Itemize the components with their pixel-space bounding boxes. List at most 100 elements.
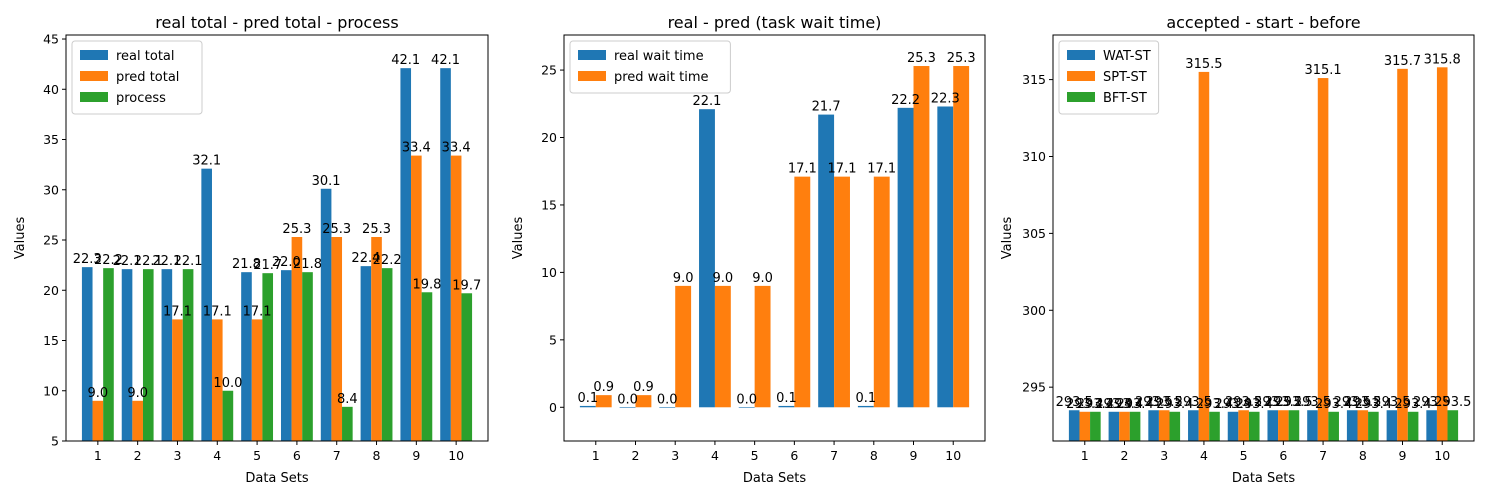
bar [320, 188, 332, 441]
x-tick-label: 5 [751, 448, 759, 463]
data-label: 293.5 [1265, 395, 1302, 410]
bar [1108, 411, 1120, 441]
x-tick-label: 2 [632, 448, 640, 463]
bar [1426, 410, 1437, 441]
bar [411, 155, 422, 441]
y-tick-label: 20 [541, 130, 557, 145]
bar [1238, 410, 1249, 441]
x-tick-label: 6 [293, 448, 301, 463]
y-tick-label: 15 [43, 333, 59, 348]
data-label: 8.4 [337, 392, 358, 407]
y-axis-label: Values [1000, 217, 1015, 260]
y-tick-label: 20 [43, 283, 59, 298]
bar [1158, 410, 1170, 441]
legend-swatch [80, 71, 108, 81]
data-label: 25.3 [907, 51, 936, 66]
x-tick-label: 10 [945, 448, 961, 463]
bar [953, 66, 970, 408]
data-label: 315.1 [1304, 63, 1341, 78]
data-label: 293.5 [1275, 395, 1312, 410]
data-label: 293.5 [1373, 395, 1410, 410]
bar [1148, 410, 1159, 441]
bar [778, 405, 795, 408]
legend-swatch [1067, 71, 1095, 81]
legend-swatch [578, 50, 606, 60]
legend-label: real wait time [614, 49, 704, 64]
y-tick-label: 25 [541, 63, 557, 78]
data-label: 293.4 [1236, 397, 1273, 412]
data-label: 293.5 [1294, 395, 1331, 410]
bar [754, 285, 771, 408]
data-label: 25.3 [362, 222, 391, 237]
x-tick-label: 5 [253, 448, 261, 463]
bar [92, 400, 104, 441]
bar [121, 269, 133, 441]
data-label: 22.1 [174, 254, 203, 269]
data-label: 17.1 [203, 304, 232, 319]
x-tick-label: 8 [373, 448, 381, 463]
data-label: 0.0 [617, 392, 638, 407]
data-label: 21.8 [293, 257, 322, 272]
data-label: 21.7 [812, 100, 841, 115]
bar [834, 176, 850, 408]
bar [1090, 411, 1101, 441]
data-label: 22.4 [351, 251, 380, 266]
y-tick-label: 40 [43, 82, 59, 97]
x-tick-label: 4 [711, 448, 719, 463]
data-label: 293.4 [1355, 397, 1392, 412]
legend-label: SPT-ST [1103, 70, 1147, 85]
bar [1346, 410, 1358, 441]
data-label: 9.0 [752, 271, 773, 286]
bar [1328, 411, 1339, 441]
data-label: 22.3 [931, 91, 960, 106]
y-tick-label: 45 [43, 32, 59, 47]
data-label: 0.0 [657, 392, 678, 407]
y-tick-label: 10 [541, 265, 557, 280]
bar [818, 114, 835, 408]
y-tick-label: 300 [1022, 303, 1046, 318]
legend-label: process [116, 91, 166, 106]
bar [421, 292, 433, 441]
bar [1267, 410, 1279, 441]
legend-swatch [578, 71, 606, 81]
y-tick-label: 30 [43, 182, 59, 197]
data-label: 0.0 [736, 392, 757, 407]
data-label: 22.1 [693, 94, 722, 109]
x-axis-label: Data Sets [743, 471, 807, 486]
data-label: 30.1 [312, 174, 341, 189]
bar [400, 68, 412, 441]
bar [1386, 410, 1398, 441]
y-tick-label: 305 [1022, 226, 1046, 241]
data-label: 0.1 [577, 391, 598, 406]
y-tick-label: 5 [549, 332, 557, 347]
data-label: 19.7 [452, 278, 481, 293]
data-label: 293.4 [1156, 397, 1193, 412]
plot-frame [65, 34, 489, 442]
data-label: 0.1 [776, 391, 797, 406]
data-label: 25.3 [322, 222, 351, 237]
x-tick-label: 1 [592, 448, 600, 463]
data-label: 293.5 [1334, 395, 1371, 410]
bar [241, 272, 252, 441]
x-tick-label: 8 [870, 448, 878, 463]
bar [1368, 411, 1379, 441]
bar [699, 109, 715, 408]
data-label: 22.1 [134, 254, 163, 269]
bar [280, 270, 292, 441]
bar [81, 267, 93, 441]
bar [1278, 410, 1289, 441]
bar [440, 68, 451, 441]
bar [1288, 410, 1300, 441]
x-tick-label: 6 [1279, 448, 1287, 463]
bar [262, 273, 274, 441]
bar [172, 319, 183, 441]
x-tick-label: 2 [1121, 448, 1129, 463]
bar [1397, 68, 1408, 441]
data-label: 22.1 [113, 254, 142, 269]
bar [1248, 411, 1260, 441]
data-label: 22.2 [94, 253, 123, 268]
bar [1209, 411, 1220, 441]
bar [1198, 71, 1210, 441]
bar [1357, 410, 1369, 441]
